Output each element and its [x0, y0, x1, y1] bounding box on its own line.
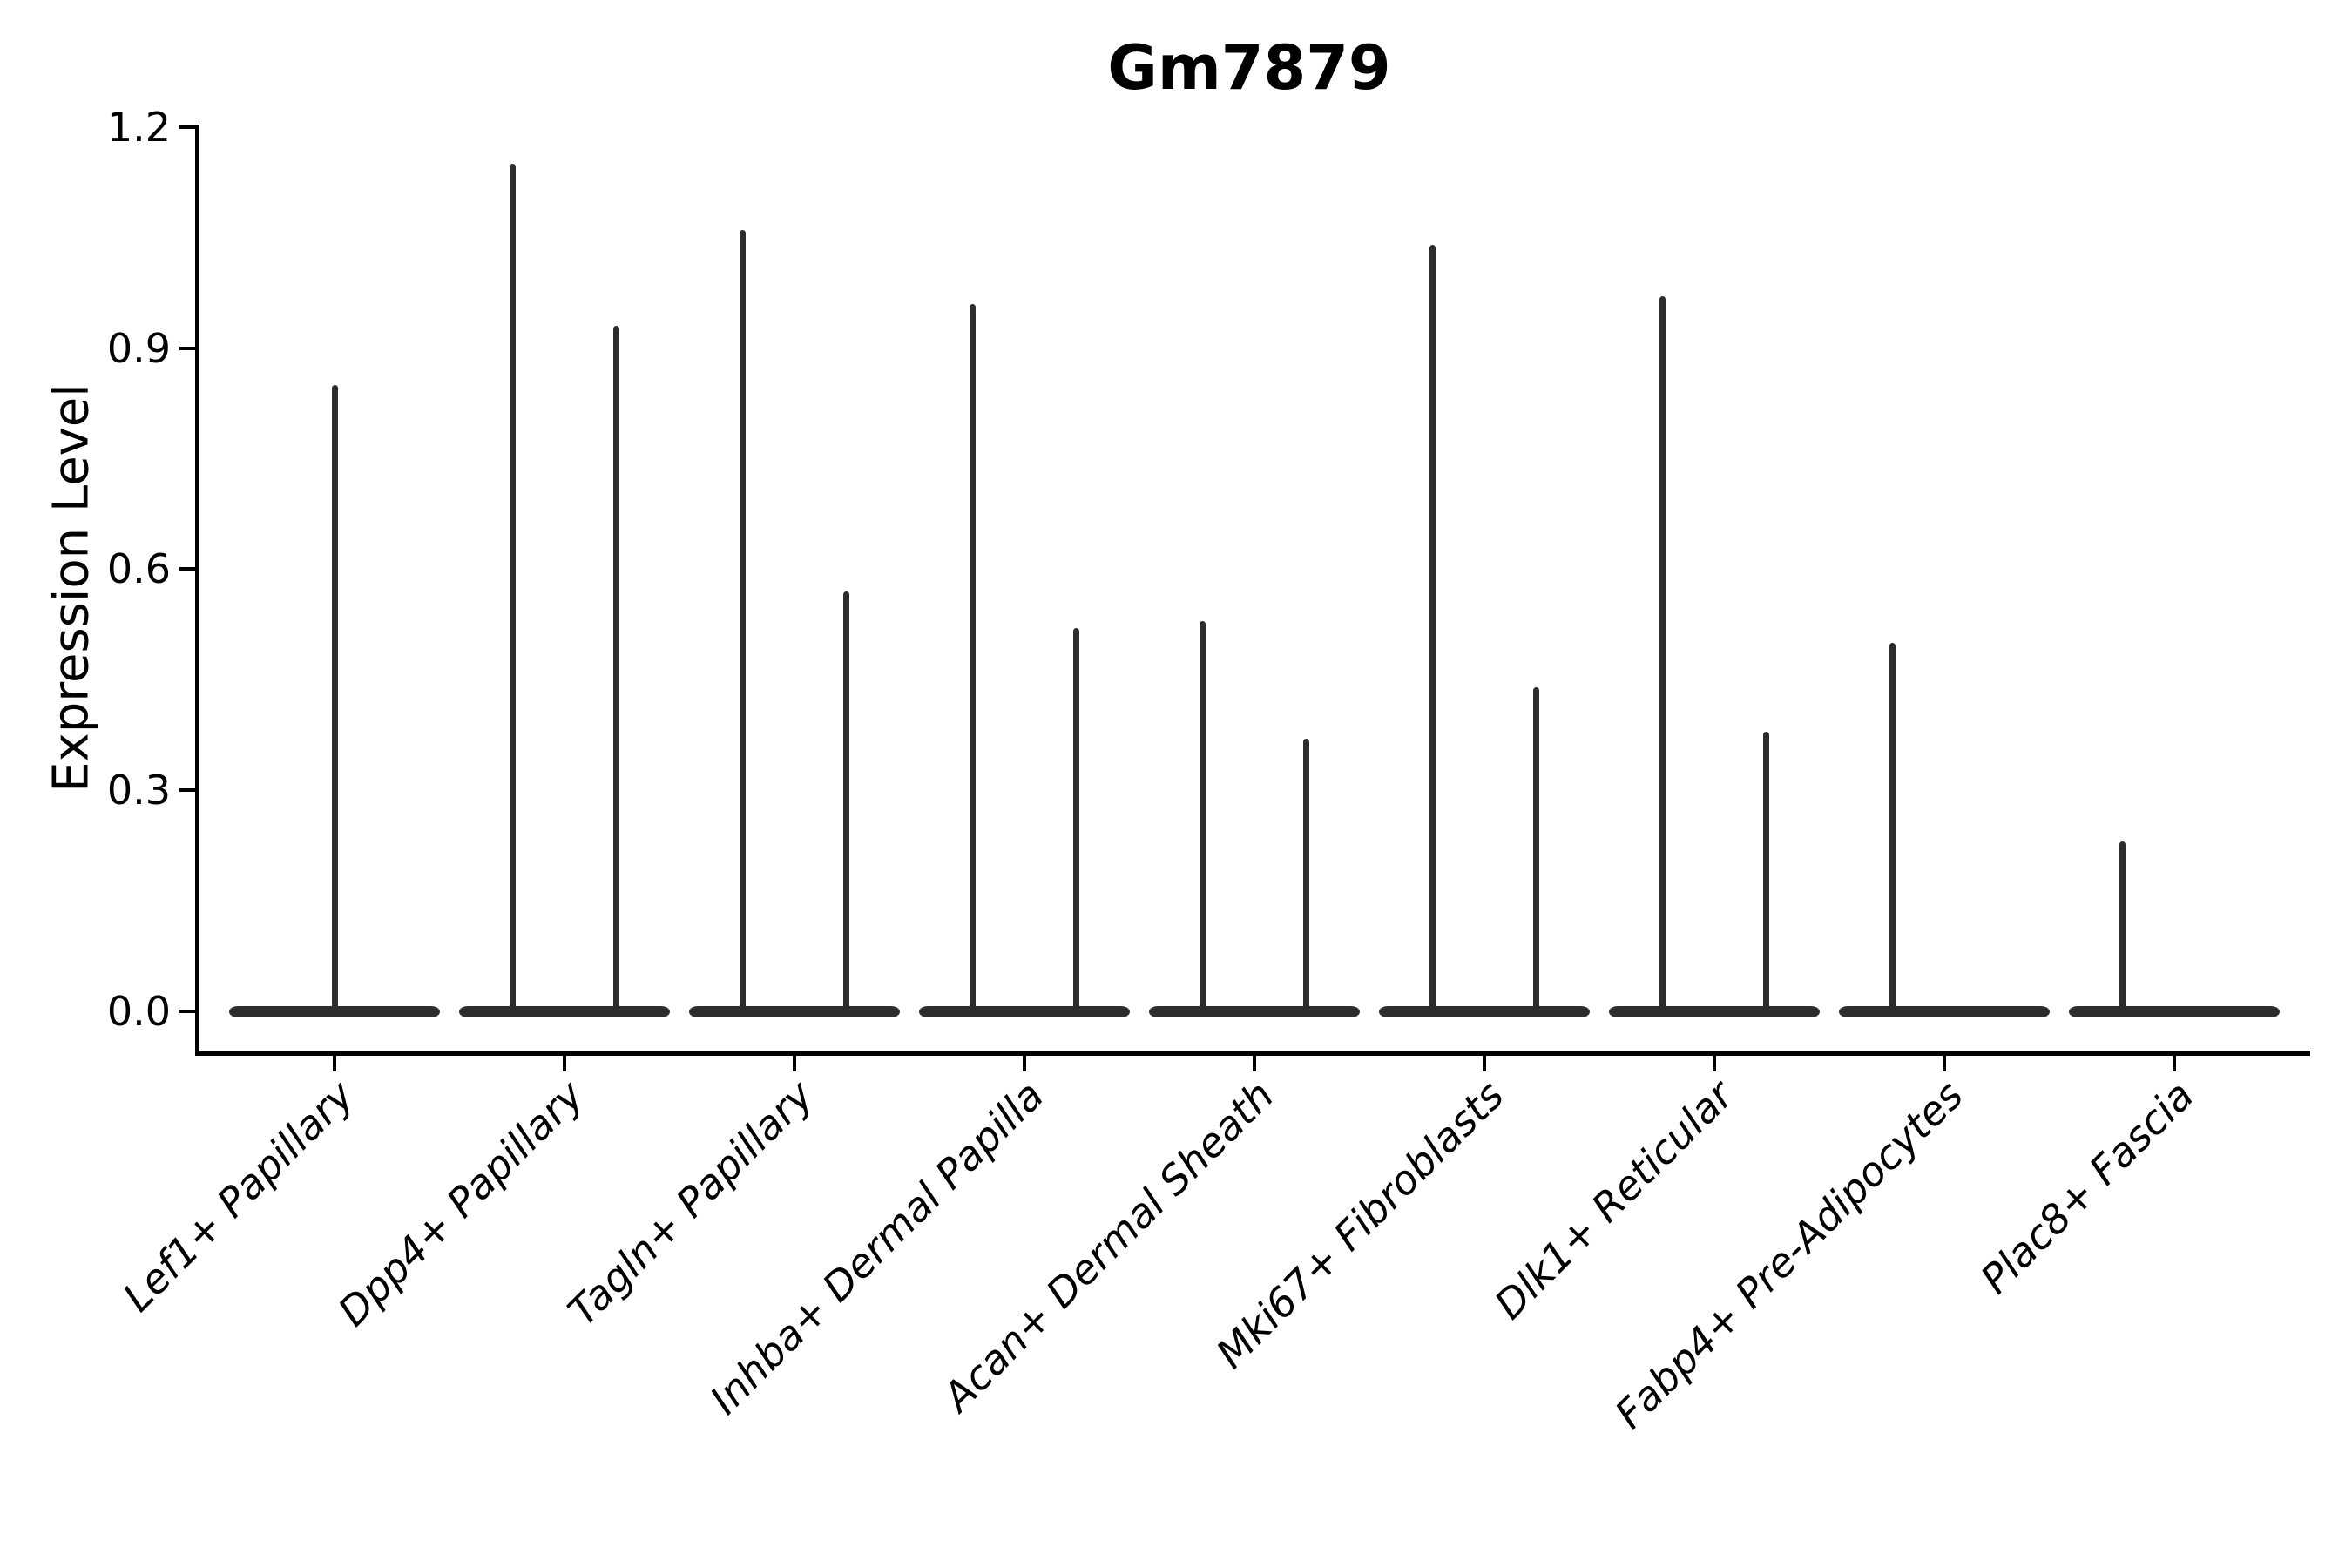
x-tick — [1943, 1056, 1946, 1071]
violin-spike — [2119, 841, 2126, 1016]
violin-spike — [739, 230, 746, 1016]
y-axis-spine — [195, 125, 199, 1056]
x-tick — [793, 1056, 796, 1071]
violin-spike — [331, 384, 338, 1016]
y-tick — [179, 1010, 195, 1013]
violin-spike — [1533, 686, 1540, 1016]
x-axis-spine — [195, 1051, 2310, 1056]
y-tick — [179, 788, 195, 793]
x-tick-label: Tagln+ Papillary — [558, 1071, 823, 1335]
x-tick-label: Dlk1+ Reticular — [1485, 1071, 1743, 1328]
x-tick — [563, 1056, 566, 1071]
violin-spike — [969, 303, 976, 1016]
violin-spike — [843, 591, 850, 1016]
x-tick — [333, 1056, 336, 1071]
plot-title: Gm7879 — [1107, 32, 1391, 104]
violin-base — [1149, 1005, 1360, 1017]
violin-spike — [1659, 296, 1666, 1016]
violin-spike — [1889, 643, 1896, 1016]
y-tick — [179, 346, 195, 350]
violin-spike — [1073, 628, 1080, 1016]
violin-spike — [1429, 245, 1436, 1016]
violin-spike — [1199, 620, 1206, 1016]
violin-spike — [509, 164, 516, 1016]
violin-base — [2069, 1005, 2280, 1017]
violin-base — [1839, 1005, 2050, 1017]
x-tick-label: Lef1+ Papillary — [113, 1071, 363, 1321]
violin-spike — [1763, 731, 1770, 1016]
y-tick-label: 1.2 — [106, 103, 171, 151]
x-tick-label: Plac8+ Fascia — [1970, 1071, 2203, 1303]
violin-spike — [613, 326, 620, 1016]
x-tick — [1023, 1056, 1026, 1071]
violin-base — [689, 1005, 900, 1017]
violin-base — [459, 1005, 670, 1017]
y-tick-label: 0.9 — [106, 324, 171, 372]
y-tick — [179, 125, 195, 129]
x-tick — [2173, 1056, 2176, 1071]
y-tick-label: 0.6 — [106, 545, 171, 593]
violin-base — [1379, 1005, 1590, 1017]
y-tick-label: 0.3 — [106, 767, 171, 814]
y-tick — [179, 567, 195, 571]
x-tick-label: Dpp4+ Papillary — [328, 1071, 593, 1335]
violin-spike — [1303, 738, 1310, 1016]
violin-base — [919, 1005, 1130, 1017]
x-tick — [1483, 1056, 1486, 1071]
x-tick — [1713, 1056, 1716, 1071]
violin-base — [1609, 1005, 1820, 1017]
y-tick-label: 0.0 — [106, 988, 171, 1035]
x-tick — [1253, 1056, 1256, 1071]
